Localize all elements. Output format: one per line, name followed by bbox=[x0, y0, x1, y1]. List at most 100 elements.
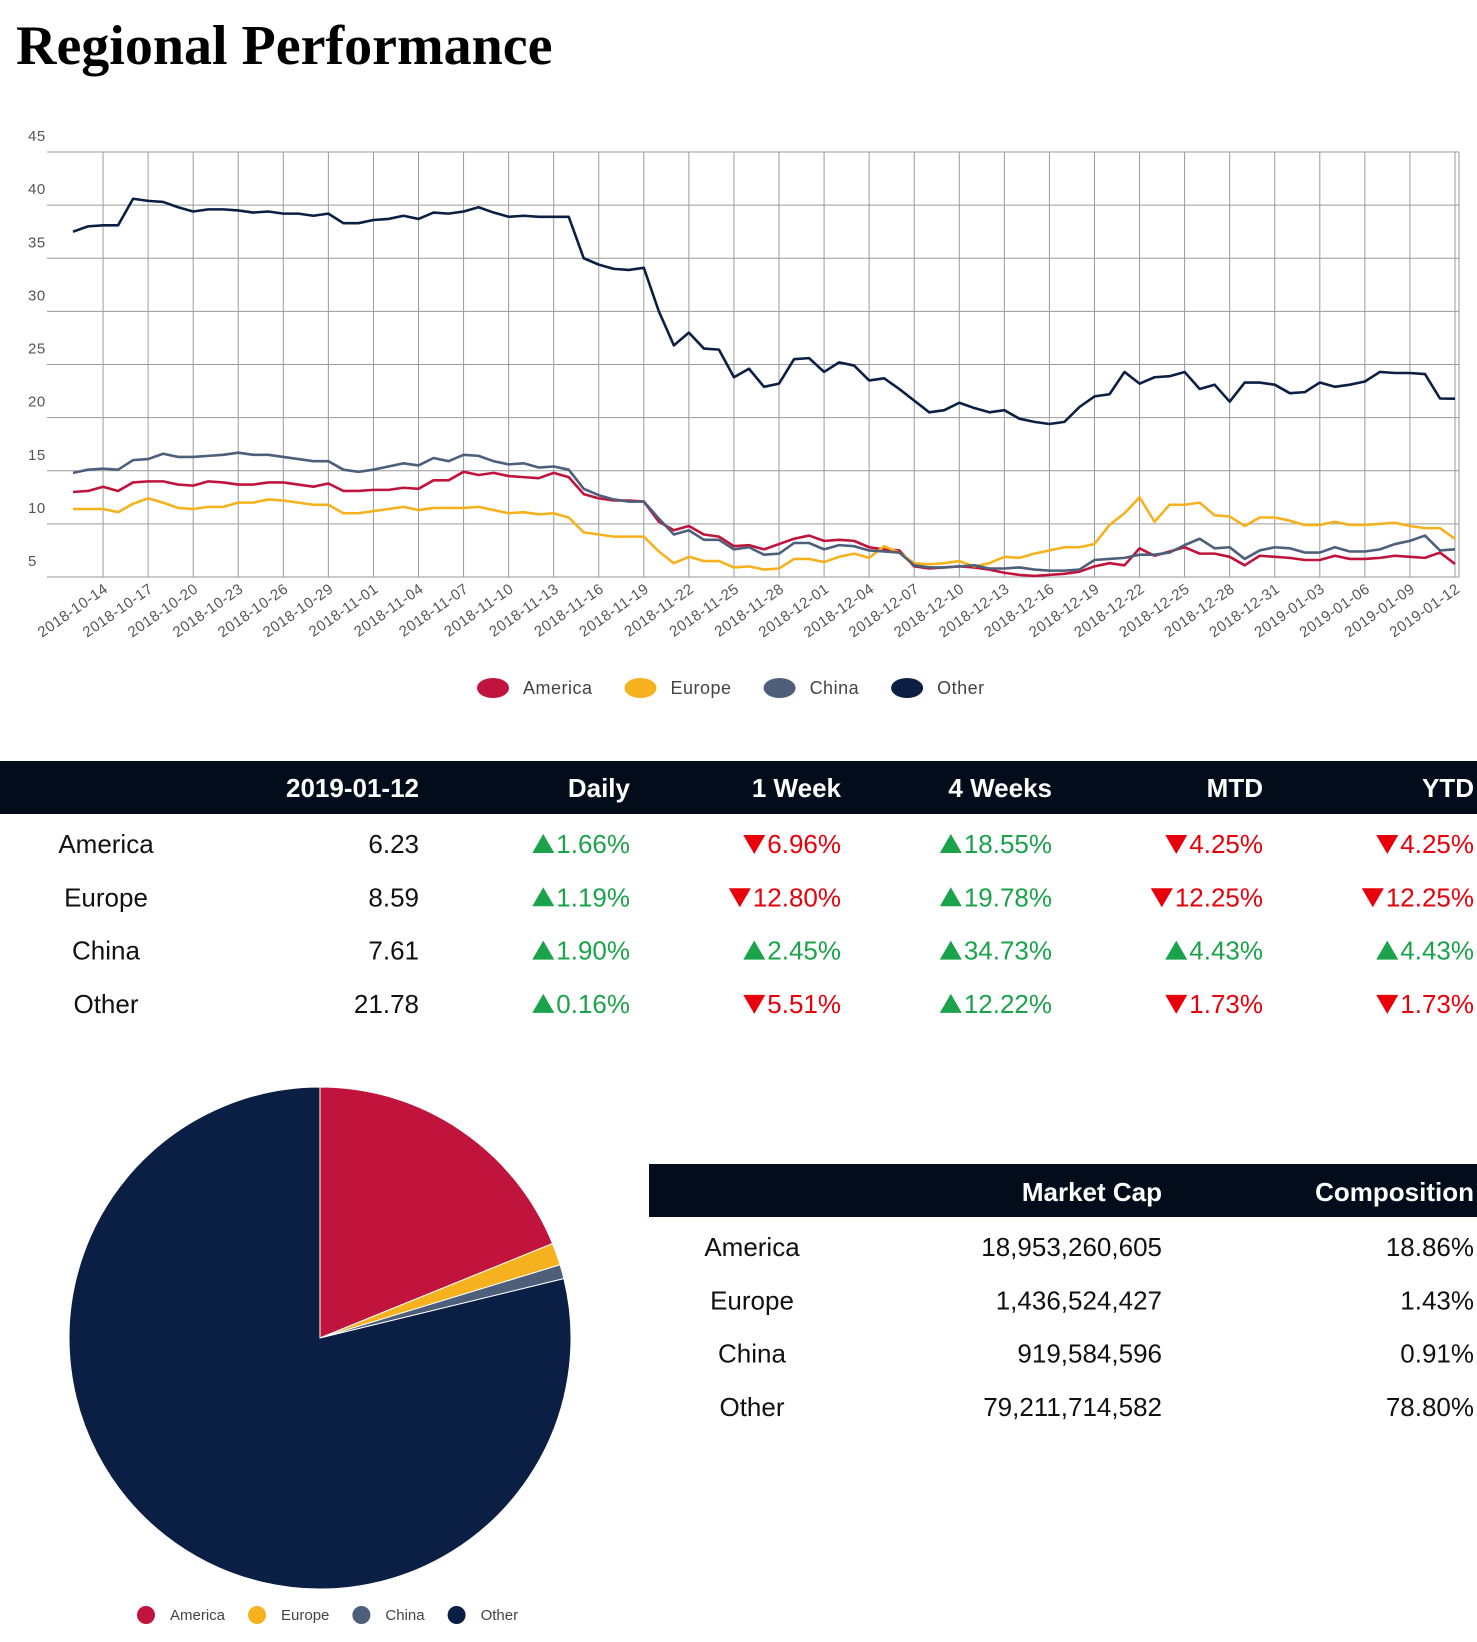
header-cell: 1 Week bbox=[752, 773, 842, 803]
composition: 78.80% bbox=[1386, 1392, 1474, 1422]
market-cap: 18,953,260,605 bbox=[981, 1232, 1162, 1262]
change-cell: 12.25% bbox=[1175, 882, 1263, 912]
row-name: Other bbox=[73, 989, 138, 1019]
page-title: Regional Performance bbox=[16, 15, 552, 77]
y-tick-label: 15 bbox=[28, 447, 46, 464]
row-name: America bbox=[704, 1232, 800, 1262]
change-cell: 12.22% bbox=[964, 989, 1052, 1019]
legend-label: Other bbox=[937, 678, 985, 698]
pie-slice bbox=[319, 1086, 554, 1339]
arrow-up bbox=[1165, 940, 1188, 960]
legend-marker bbox=[891, 678, 924, 698]
row-value: 8.59 bbox=[368, 882, 419, 912]
market-cap: 79,211,714,582 bbox=[983, 1392, 1162, 1422]
header-cell: Daily bbox=[568, 773, 631, 803]
legend-marker bbox=[763, 678, 796, 698]
legend-label: China bbox=[385, 1607, 425, 1624]
arrow-up bbox=[532, 834, 555, 853]
arrow-up bbox=[939, 940, 962, 960]
header-cell: MTD bbox=[1207, 773, 1263, 803]
arrow-up bbox=[743, 940, 766, 960]
row-name: China bbox=[72, 936, 140, 966]
arrow-down bbox=[1165, 835, 1188, 854]
change-cell: 1.73% bbox=[1189, 989, 1263, 1019]
row-name: Europe bbox=[710, 1285, 794, 1315]
header-cell: Composition bbox=[1315, 1177, 1474, 1207]
change-cell: 0.16% bbox=[556, 989, 630, 1019]
arrow-down bbox=[1150, 888, 1173, 908]
legend-label: China bbox=[810, 678, 860, 698]
series-line bbox=[73, 496, 1456, 571]
y-tick-label: 10 bbox=[28, 500, 46, 517]
row-name: China bbox=[718, 1339, 786, 1369]
composition: 0.91% bbox=[1400, 1339, 1474, 1369]
row-value: 6.23 bbox=[368, 829, 419, 859]
row-value: 21.78 bbox=[354, 989, 419, 1019]
change-cell: 4.43% bbox=[1400, 936, 1474, 966]
change-cell: 1.19% bbox=[556, 882, 630, 912]
y-tick-label: 45 bbox=[28, 128, 46, 145]
pie-slice bbox=[68, 1086, 572, 1590]
arrow-down bbox=[743, 835, 766, 854]
y-tick-label: 35 bbox=[28, 234, 46, 251]
legend-label: America bbox=[523, 678, 593, 698]
legend-marker bbox=[137, 1606, 155, 1624]
legend-marker bbox=[624, 678, 657, 698]
arrow-down bbox=[743, 994, 766, 1014]
change-cell: 12.80% bbox=[753, 882, 841, 912]
arrow-up bbox=[939, 834, 962, 853]
y-tick-label: 40 bbox=[28, 181, 46, 198]
row-name: Other bbox=[719, 1392, 784, 1422]
change-cell: 34.73% bbox=[964, 936, 1052, 966]
row-value: 7.61 bbox=[368, 936, 419, 966]
table-header bbox=[649, 1164, 1477, 1217]
legend-marker bbox=[248, 1606, 267, 1624]
composition: 1.43% bbox=[1400, 1285, 1474, 1315]
change-cell: 4.25% bbox=[1400, 829, 1474, 859]
arrow-up bbox=[939, 993, 962, 1013]
y-tick-label: 5 bbox=[28, 553, 37, 570]
change-cell: 4.43% bbox=[1189, 936, 1263, 966]
change-cell: 4.25% bbox=[1189, 829, 1263, 859]
arrow-down bbox=[1165, 994, 1188, 1014]
legend-marker bbox=[447, 1606, 466, 1624]
header-cell: 2019-01-12 bbox=[286, 773, 419, 803]
change-cell: 19.78% bbox=[964, 882, 1052, 912]
legend-label: Other bbox=[481, 1607, 519, 1624]
row-name: America bbox=[58, 829, 154, 859]
y-tick-label: 25 bbox=[28, 341, 46, 358]
change-cell: 6.96% bbox=[767, 829, 841, 859]
arrow-up bbox=[532, 993, 555, 1013]
series-line bbox=[72, 470, 1456, 578]
header-cell: 4 Weeks bbox=[948, 773, 1052, 803]
change-cell: 5.51% bbox=[767, 989, 841, 1019]
series-line bbox=[72, 197, 1456, 426]
change-cell: 2.45% bbox=[767, 936, 841, 966]
row-name: Europe bbox=[64, 882, 148, 912]
arrow-down bbox=[1376, 994, 1399, 1014]
change-cell: 12.25% bbox=[1386, 882, 1474, 912]
arrow-up bbox=[1376, 940, 1399, 960]
market-cap: 919,584,596 bbox=[1017, 1339, 1162, 1369]
arrow-up bbox=[532, 887, 555, 907]
header-cell: Market Cap bbox=[1022, 1177, 1162, 1207]
table-header bbox=[0, 761, 1477, 814]
arrow-down bbox=[1376, 835, 1399, 854]
y-tick-label: 20 bbox=[28, 394, 46, 411]
arrow-down bbox=[1361, 888, 1384, 908]
change-cell: 1.90% bbox=[556, 936, 630, 966]
change-cell: 1.66% bbox=[556, 829, 630, 859]
legend-marker bbox=[352, 1606, 371, 1624]
arrow-up bbox=[939, 887, 962, 907]
market-cap: 1,436,524,427 bbox=[996, 1285, 1162, 1315]
legend-label: Europe bbox=[671, 678, 732, 698]
legend-label: America bbox=[170, 1607, 226, 1624]
arrow-down bbox=[728, 888, 751, 908]
legend-marker bbox=[477, 678, 509, 698]
arrow-up bbox=[532, 940, 555, 960]
change-cell: 1.73% bbox=[1400, 989, 1474, 1019]
series-line bbox=[72, 451, 1456, 572]
y-tick-label: 30 bbox=[28, 287, 46, 304]
